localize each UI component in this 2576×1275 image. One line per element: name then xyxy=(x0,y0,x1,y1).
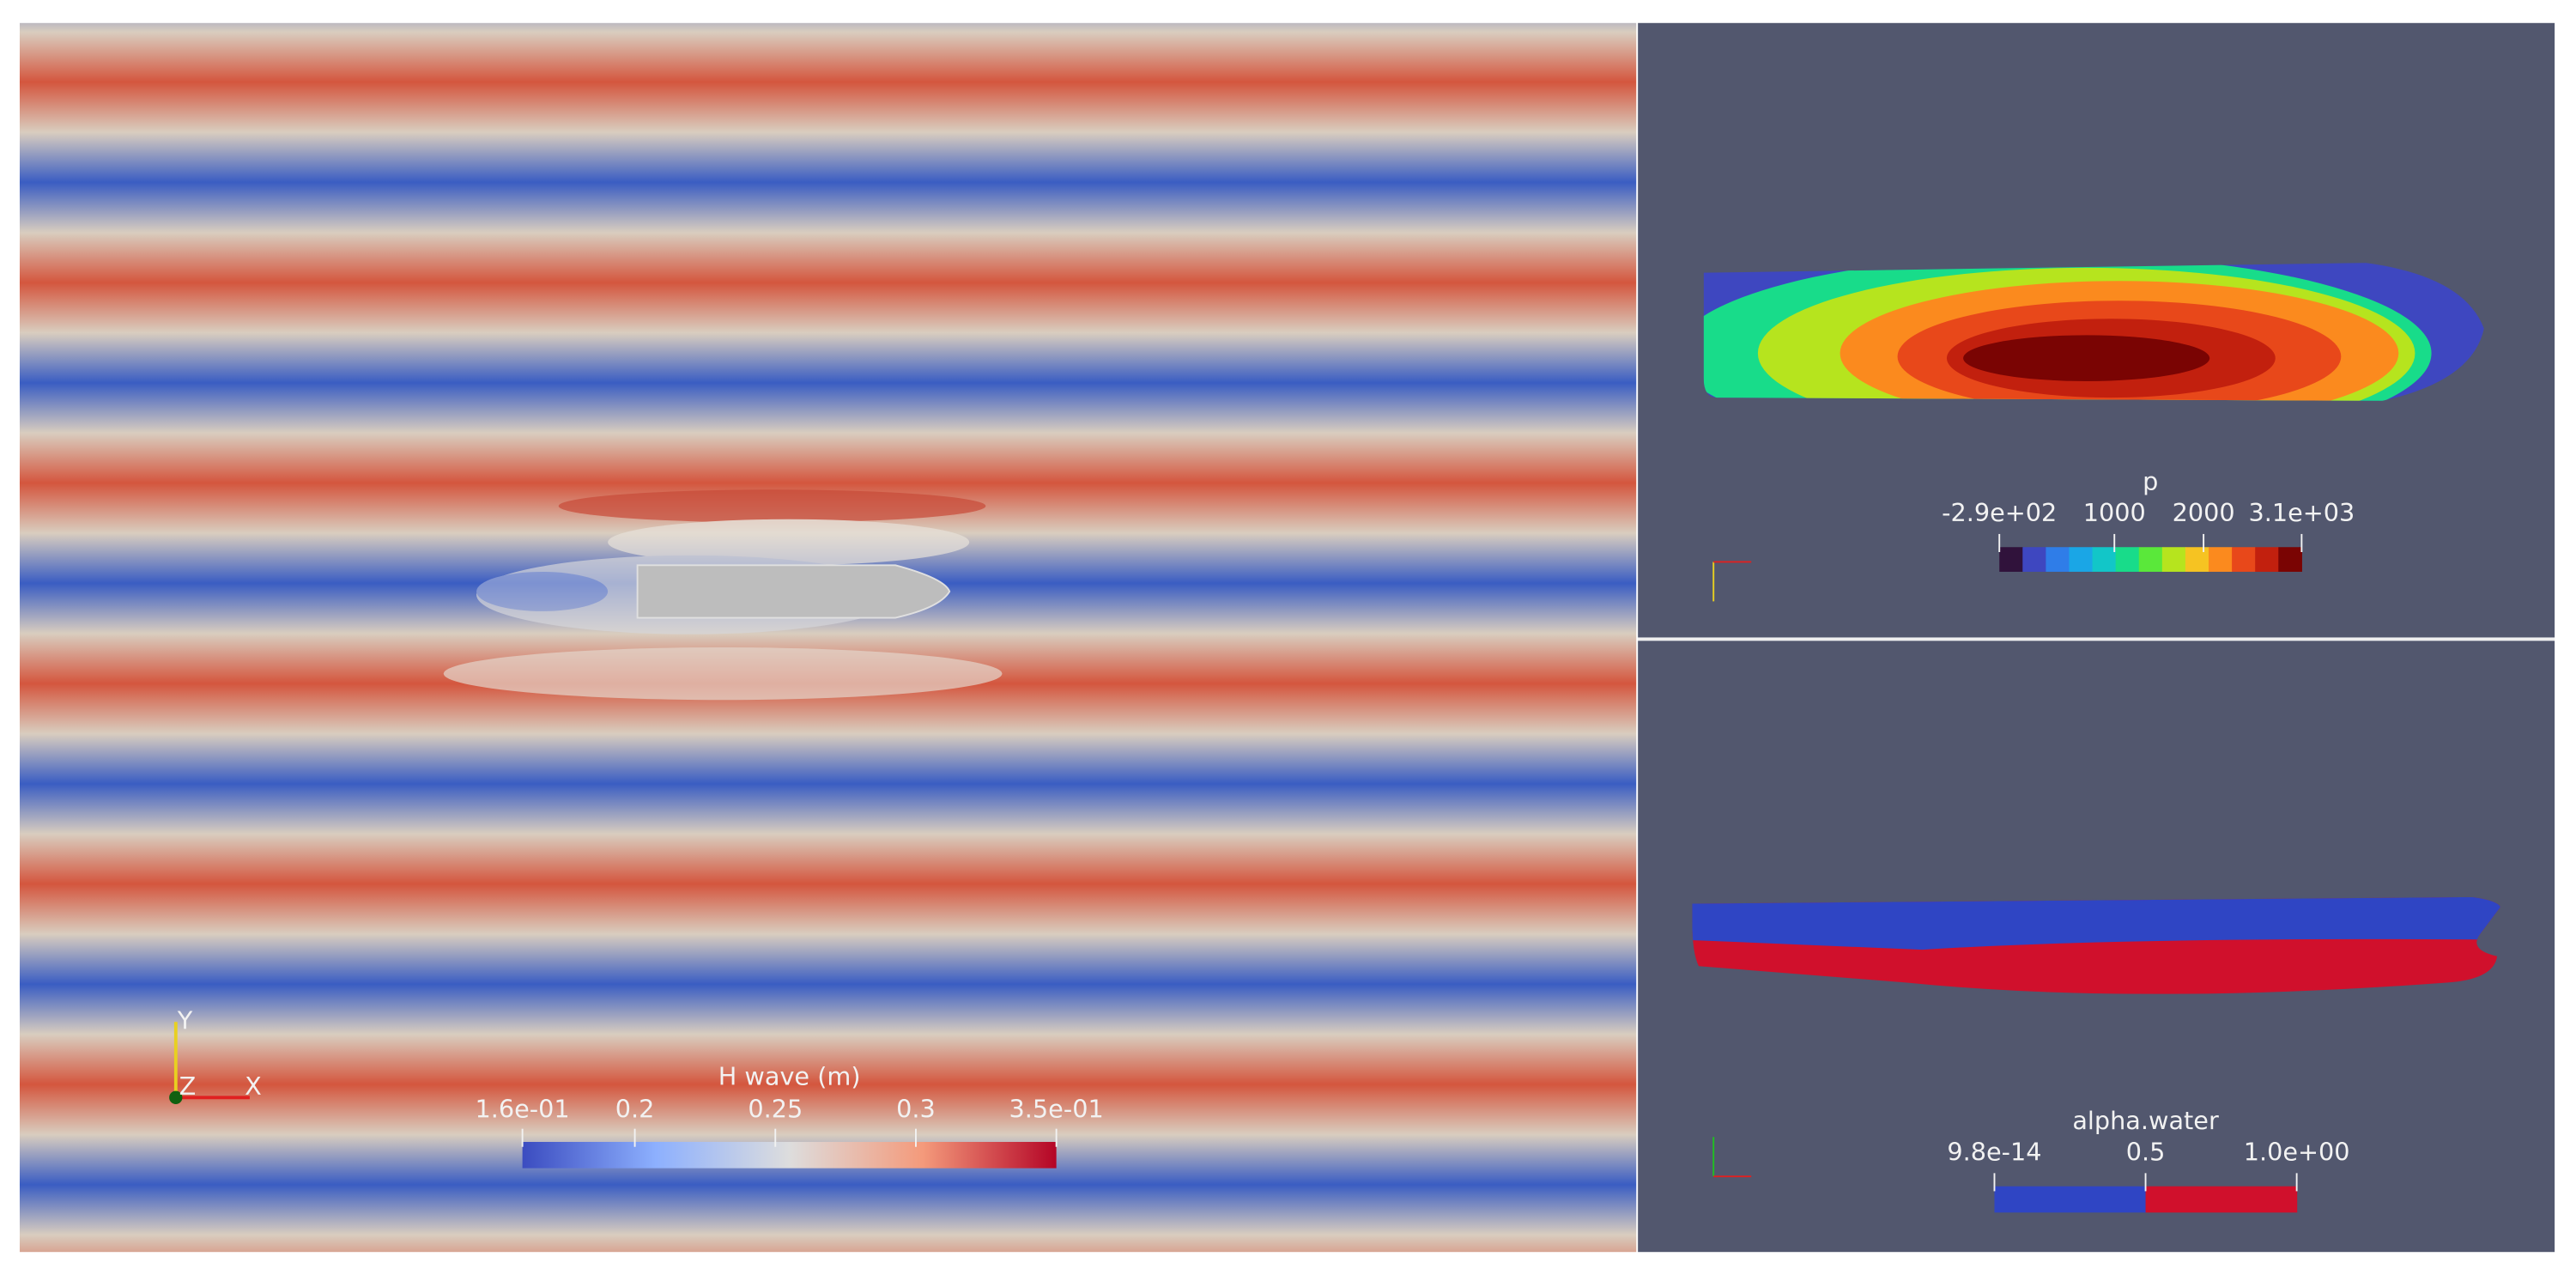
colorbar-segment xyxy=(2278,547,2302,572)
axis-label: Z xyxy=(179,1072,197,1101)
colorbar-segment xyxy=(2138,547,2163,572)
colorbar-segment xyxy=(2255,547,2279,572)
colorbar-tick-label: 1.0e+00 xyxy=(2244,1137,2350,1166)
colorbar-tick-label: 3.1e+03 xyxy=(2248,498,2355,527)
pressure-hull xyxy=(1703,263,2484,401)
colorbar-segment xyxy=(2209,547,2233,572)
colorbar-segment xyxy=(1999,547,2023,572)
ship-hull xyxy=(636,564,951,619)
colorbar-title: alpha.water xyxy=(2072,1106,2219,1135)
colorbar-segment xyxy=(2161,547,2186,572)
axes-glyph-small xyxy=(1712,561,1752,602)
colorbar xyxy=(522,1141,1057,1169)
colorbar-tick-label: 0.25 xyxy=(748,1095,803,1124)
axes-glyph-small xyxy=(1712,1137,1752,1178)
colorbar-title: p xyxy=(2143,467,2158,496)
colorbar-tick-label: 3.5e-01 xyxy=(1009,1095,1104,1124)
colorbar-tick-label: 2000 xyxy=(2173,498,2235,527)
colorbar-tick-label: 9.8e-14 xyxy=(1947,1137,2041,1166)
colorbar-segment xyxy=(2185,547,2209,572)
colorbar-segment xyxy=(2232,547,2256,572)
colorbar-segment xyxy=(2069,547,2094,572)
colorbar-tick-label: 0.5 xyxy=(2126,1137,2166,1166)
colorbar-segment xyxy=(2046,547,2070,572)
colorbar-tick-label: 0.3 xyxy=(896,1095,936,1124)
colorbar-segment xyxy=(2022,547,2046,572)
colorbar-segment xyxy=(1994,1186,2147,1213)
colorbar-tick-label: -2.9e+02 xyxy=(1942,498,2057,527)
wave-field xyxy=(19,22,1637,1253)
colorbar-segment xyxy=(2115,547,2140,572)
axes-glyph: Y Z X xyxy=(169,1005,262,1104)
colorbar-title: H wave (m) xyxy=(718,1061,861,1090)
colorbar-segment xyxy=(2092,547,2117,572)
colorbar-segment xyxy=(2145,1186,2298,1213)
axis-label: Y xyxy=(177,1005,193,1035)
colorbar-tick-label: 0.2 xyxy=(615,1095,655,1124)
colorbar-tick-label: 1000 xyxy=(2083,498,2146,527)
axis-label: X xyxy=(245,1072,262,1101)
colorbar-tick-label: 1.6e-01 xyxy=(476,1095,570,1124)
